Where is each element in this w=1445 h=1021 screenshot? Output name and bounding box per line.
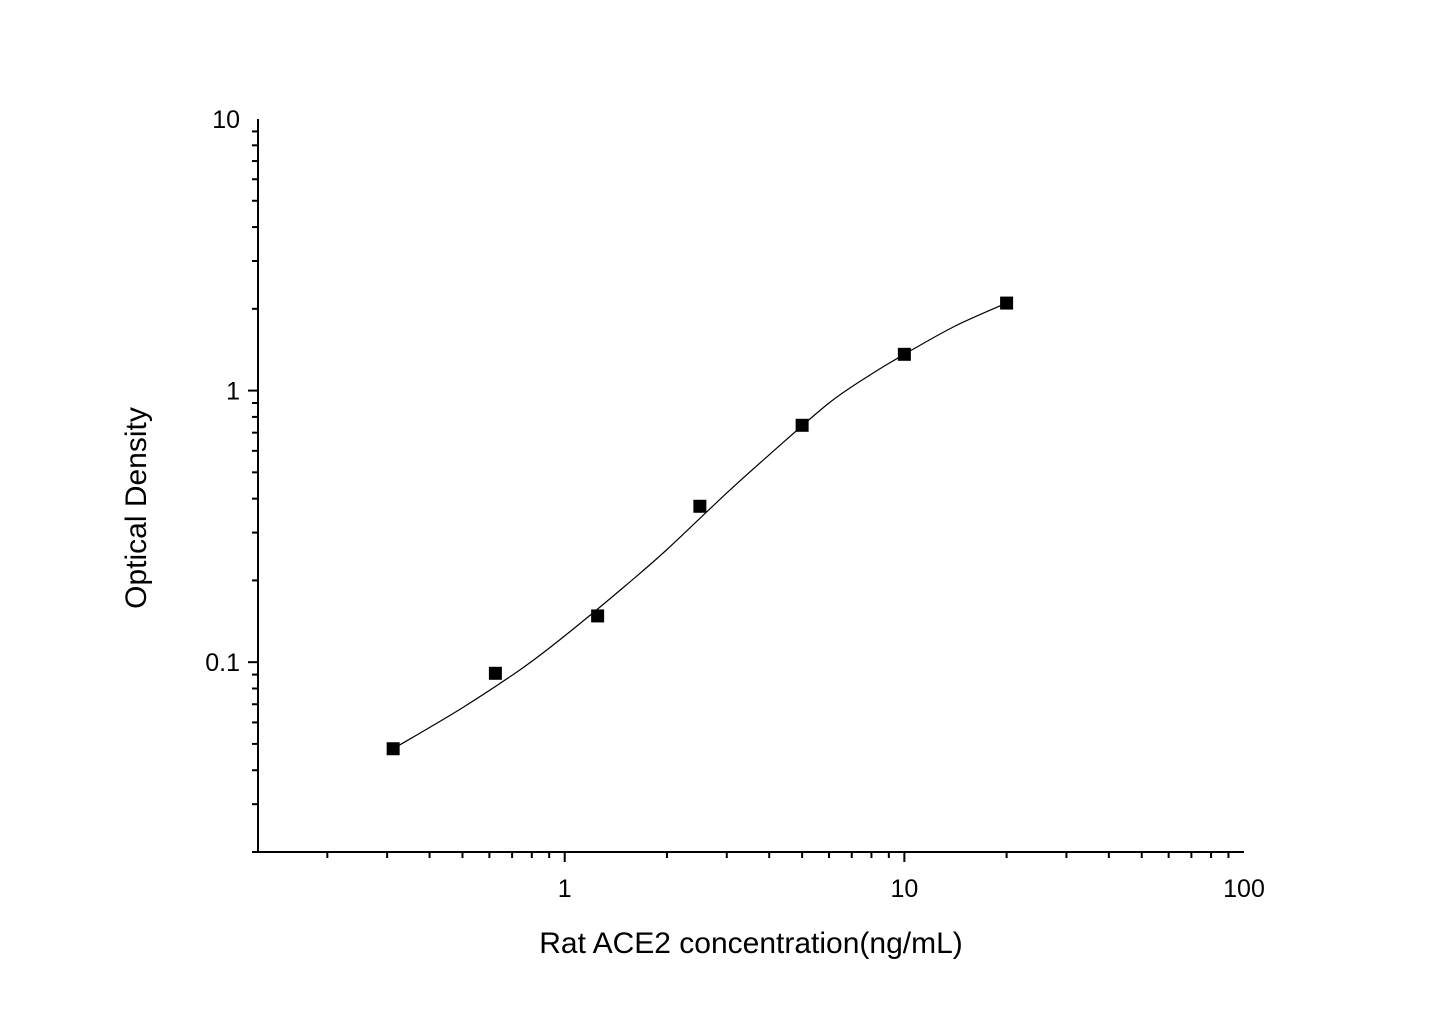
- y-tick-label: 1: [226, 378, 240, 406]
- data-point-marker: [488, 666, 502, 680]
- data-point-marker: [693, 499, 707, 513]
- data-point-marker: [1000, 296, 1014, 310]
- data-point-marker: [897, 347, 911, 361]
- x-tick-label: 100: [1223, 875, 1265, 903]
- data-point-marker: [591, 609, 605, 623]
- y-axis-title: Optical Density: [120, 407, 153, 609]
- y-tick-label: 0.1: [205, 649, 240, 677]
- x-axis-title: Rat ACE2 concentration(ng/mL): [539, 927, 963, 960]
- axes: 1 10 100 0.1 1 10: [205, 106, 1265, 903]
- data-point-marker: [386, 742, 400, 756]
- data-points: [386, 296, 1014, 756]
- y-tick-label: 10: [212, 106, 240, 134]
- data-point-marker: [795, 418, 809, 432]
- x-tick-label: 10: [890, 875, 918, 903]
- fit-curve: [392, 302, 1007, 750]
- fit-curve-group: [392, 302, 1007, 750]
- x-tick-label: 1: [558, 875, 572, 903]
